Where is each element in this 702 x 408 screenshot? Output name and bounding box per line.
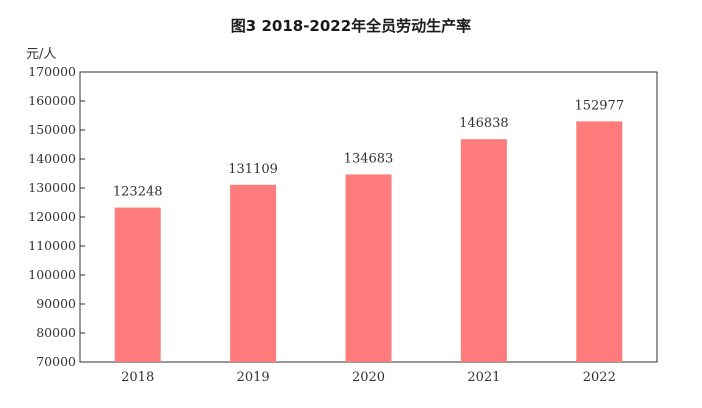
data-label-2018: 123248 — [113, 185, 163, 200]
y-tick-label: 120000 — [28, 209, 76, 224]
y-axis: 70000 80000 90000 100000 110000 120000 130000 1… — [28, 64, 85, 369]
data-label-2019: 131109 — [228, 162, 278, 177]
bar-2021 — [460, 139, 507, 362]
bar-2022 — [576, 121, 623, 362]
y-tick-label: 100000 — [28, 267, 76, 282]
x-tick-label: 2018 — [121, 370, 154, 385]
y-tick-label: 110000 — [28, 238, 76, 253]
data-label-2020: 134683 — [344, 151, 394, 166]
bar-2020 — [345, 174, 392, 362]
x-tick-label: 2021 — [467, 370, 500, 385]
y-tick-label: 80000 — [36, 325, 76, 340]
y-tick-label: 160000 — [28, 93, 76, 108]
y-tick-label: 170000 — [28, 64, 76, 79]
y-tick-label: 140000 — [28, 151, 76, 166]
bars: 123248 131109 134683 146838 152977 — [113, 98, 624, 362]
bar-2019 — [230, 184, 277, 362]
y-tick-label: 150000 — [28, 122, 76, 137]
y-tick-label: 90000 — [36, 296, 76, 311]
x-axis: 2018 2019 2020 2021 2022 — [121, 370, 616, 385]
bar-2018 — [114, 207, 161, 362]
y-tick-label: 130000 — [28, 180, 76, 195]
data-label-2021: 146838 — [459, 116, 509, 131]
x-tick-label: 2022 — [583, 370, 616, 385]
y-axis-unit: 元/人 — [26, 47, 56, 62]
x-tick-label: 2019 — [237, 370, 270, 385]
y-tick-label: 70000 — [36, 354, 76, 369]
x-tick-label: 2020 — [352, 370, 385, 385]
chart-title: 图3 2018-2022年全员劳动生产率 — [231, 17, 471, 35]
data-label-2022: 152977 — [574, 98, 624, 113]
